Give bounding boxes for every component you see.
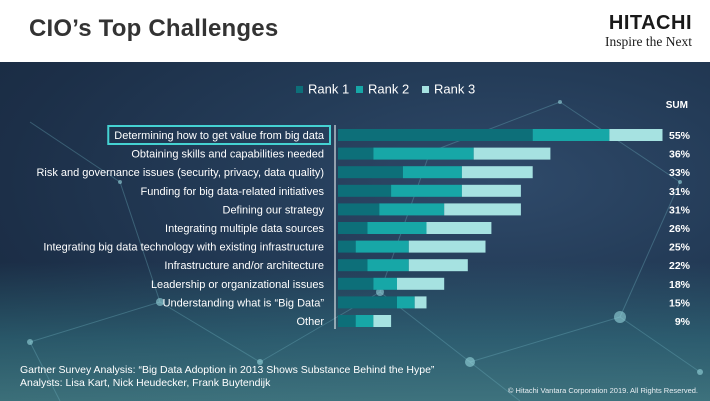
sum-value-1: 55% [669,130,691,142]
bar-rank3-row-10 [414,296,427,309]
bar-rank3-row-5 [444,203,521,216]
legend-label-2: Rank 2 [368,82,409,97]
legend-label-3: Rank 3 [434,82,475,97]
copyright-notice: © Hitachi Vantara Corporation 2019. All … [507,386,698,395]
slide-title: CIO’s Top Challenges [29,15,279,42]
bar-rank3-row-9 [397,277,445,290]
bar-rank3-row-7 [408,240,486,253]
bar-rank3-row-3 [461,166,533,179]
category-label-7: Integrating big data technology with exi… [43,242,324,254]
bar-rank3-row-8 [408,259,468,272]
category-label-8: Infrastructure and/or architecture [164,260,324,272]
category-label-9: Leadership or organizational issues [151,279,325,291]
brand-logo: HITACHI Inspire the Next [605,12,692,49]
stacked-bar-chart: Rank 1 Rank 2 Rank 3 SUM Determining how to … [36,82,691,329]
sum-value-5: 31% [669,204,691,216]
bar-rank1-row-3 [338,166,403,179]
sum-value-4: 31% [669,186,691,198]
legend-label-1: Rank 1 [308,82,349,97]
category-label-11: Other [296,316,324,328]
sum-header: SUM [666,100,688,111]
category-label-1: Determining how to get value from big da… [114,130,325,142]
bar-rank2-row-8 [367,259,409,272]
highlight-box [107,125,331,145]
sum-value-8: 22% [669,260,691,272]
sum-value-10: 15% [669,297,691,309]
bar-rank1-row-9 [338,277,374,290]
category-label-10: Understanding what is “Big Data” [163,297,325,309]
chart-panel: Rank 1 Rank 2 Rank 3 SUM Determining how to … [0,62,710,401]
sum-value-7: 25% [669,242,691,254]
bar-rank3-row-11 [373,315,392,327]
bar-rank2-row-10 [397,296,415,309]
sum-value-9: 18% [669,279,691,291]
brand-tagline: Inspire the Next [605,34,692,49]
category-label-3: Risk and governance issues (security, pr… [36,167,324,179]
bar-rank3-row-2 [473,147,551,160]
legend-swatch-1 [296,86,303,93]
sum-value-3: 33% [669,167,691,179]
bar-rank2-row-1 [532,129,610,141]
brand-name: HITACHI [608,12,692,34]
bar-rank3-row-6 [426,222,492,234]
bar-rank1-row-1 [338,129,533,141]
category-label-2: Obtaining skills and capabilities needed [131,149,324,161]
bar-rank1-row-11 [338,315,356,327]
source-citation: Gartner Survey Analysis: “Big Data Adopt… [20,364,435,376]
bar-rank2-row-4 [391,184,462,197]
category-label-6: Integrating multiple data sources [165,223,324,235]
footer-source: Gartner Survey Analysis: “Big Data Adopt… [20,364,434,390]
bar-rank3-row-1 [609,129,663,141]
bar-rank2-row-5 [379,203,445,216]
category-label-4: Funding for big data-related initiatives [141,186,325,198]
bar-rank1-row-10 [338,296,397,309]
legend-swatch-3 [422,86,429,93]
bar-rank2-row-3 [402,166,462,179]
bar-rank1-row-5 [338,203,380,216]
bar-rank1-row-4 [338,184,392,197]
analysts-line: Analysts: Lisa Kart, Nick Heudecker, Fra… [20,377,271,389]
category-label-5: Defining our strategy [223,204,325,216]
bar-rank2-row-9 [373,277,397,290]
sum-value-11: 9% [675,316,691,328]
bar-rank2-row-11 [355,315,374,327]
bar-rank1-row-2 [338,147,374,160]
legend-swatch-2 [356,86,363,93]
bar-rank2-row-2 [373,147,474,160]
bar-rank2-row-7 [355,240,409,253]
bar-rank1-row-8 [338,259,368,272]
sum-value-2: 36% [669,149,691,161]
sum-value-6: 26% [669,223,691,235]
bar-rank3-row-4 [461,184,521,197]
header: CIO’s Top Challenges HITACHI Inspire the… [0,0,710,62]
bar-rank1-row-7 [338,240,356,253]
bar-rank1-row-6 [338,222,368,234]
bar-rank2-row-6 [367,222,427,234]
